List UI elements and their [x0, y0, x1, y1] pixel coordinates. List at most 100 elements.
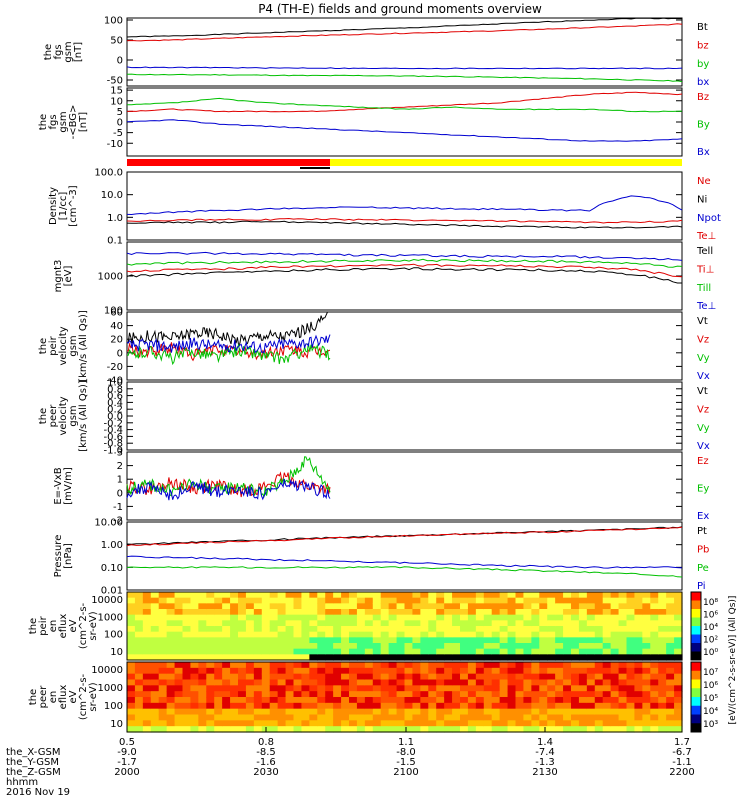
spectrogram-cell [491, 708, 501, 716]
spectrogram-cell [230, 603, 239, 610]
spectrogram-cell [571, 643, 580, 650]
spectrogram-cell [626, 697, 636, 704]
spectrogram-cell [158, 614, 168, 621]
spectrogram-cell [158, 609, 168, 616]
y-tick-label: -10 [107, 139, 123, 150]
spectrogram-cell [261, 685, 271, 692]
spectrogram-cell [650, 726, 659, 733]
spectrogram-cell [364, 714, 374, 721]
y-axis-label-line: [1/cc] [58, 192, 69, 221]
spectrogram-cell [610, 620, 620, 627]
spectrogram-cell [658, 679, 667, 686]
series-line-Till [126, 258, 683, 268]
spectrogram-cell [396, 654, 406, 661]
spectrogram-cell [349, 603, 358, 610]
spectrogram-cell [396, 603, 406, 610]
spectrogram-cell [642, 697, 651, 704]
spectrogram-cell [317, 648, 326, 655]
spectrogram-cell [245, 726, 255, 733]
spectrogram-cell [523, 702, 532, 710]
spectrogram-cell [134, 673, 144, 681]
spectrogram-cell [261, 597, 271, 604]
spectrogram-cell [364, 620, 374, 627]
spectrogram-cell [293, 631, 303, 638]
spectrogram-cell [547, 714, 556, 721]
spectrogram-cell [158, 708, 168, 716]
spectrogram-cell [531, 697, 540, 704]
spectrogram-cell [333, 654, 342, 661]
spectrogram-cell [317, 637, 326, 644]
spectrogram-cell [364, 631, 374, 638]
spectrogram-cell [372, 685, 382, 692]
spectrogram-cell [380, 691, 390, 698]
y-axis-label-line: velocity [58, 396, 69, 435]
spectrogram-cell [142, 726, 152, 733]
spectrogram-cell [356, 654, 366, 661]
spectrogram-cell [349, 720, 358, 727]
spectrogram-cell [158, 691, 168, 698]
spectrogram-cell [634, 679, 643, 686]
spectrogram-cell [277, 708, 287, 716]
spectrogram-cell [190, 714, 199, 721]
spectrogram-cell [467, 679, 477, 686]
spectrogram-cell [317, 685, 326, 692]
spectrogram-cell [499, 648, 509, 655]
y-axis-label: the peir en eflux eV (cm^2-s-sr-eV) [28, 602, 99, 649]
spectrogram-cell [602, 685, 612, 692]
spectrogram-cell [650, 631, 659, 638]
spectrogram-cell [325, 620, 334, 627]
spectrogram-cell [238, 691, 247, 698]
spectrogram-cell [658, 603, 667, 610]
spectrogram-cell [412, 592, 421, 599]
spectrogram-cell [150, 614, 160, 621]
y-tick-label: 0 [117, 488, 123, 499]
spectrogram-cell [404, 697, 414, 704]
spectrogram-cell [333, 726, 342, 733]
spectrogram-cell [396, 720, 406, 727]
spectrogram-cell [571, 626, 580, 633]
spectrogram-cell [499, 626, 509, 633]
legend-entry: Tell [696, 246, 713, 257]
spectrogram-cell [309, 643, 318, 650]
spectrogram-cell [412, 708, 421, 716]
spectrogram-cell [452, 620, 461, 627]
spectrogram-cell [428, 708, 437, 716]
spectrogram-cell [586, 691, 596, 698]
spectrogram-cell [452, 592, 461, 599]
spectrogram-cell [499, 720, 509, 727]
spectrogram-cell [214, 697, 223, 704]
spectrogram-cell [261, 648, 271, 655]
legend-entry: Ti⊥ [696, 264, 714, 275]
spectrogram-cell [507, 714, 517, 721]
spectrogram-cell [182, 609, 192, 616]
spectrogram-cell [634, 609, 643, 616]
spectrogram-cell [586, 667, 596, 675]
spectrogram-cell [166, 637, 176, 644]
spectrogram-cell [491, 603, 501, 610]
spectrogram-cell [483, 697, 493, 704]
spectrogram-cell [547, 597, 556, 604]
spectrogram-cell [618, 654, 628, 661]
spectrogram-cell [412, 673, 421, 681]
spectrogram-cell [317, 643, 326, 650]
spectrogram-cell [491, 631, 501, 638]
spectrogram-cell [642, 667, 651, 675]
x-tick-label: -1.5 [396, 757, 416, 768]
spectrogram-cell [325, 609, 334, 616]
spectrogram-cell [127, 643, 136, 650]
spectrogram-cell [650, 685, 659, 692]
spectrogram-cell [277, 592, 287, 599]
spectrogram-cell [238, 614, 247, 621]
spectrogram-cell [515, 662, 525, 669]
spectrogram-cell [301, 679, 310, 686]
spectrogram-cell [134, 667, 144, 675]
spectrogram-cell [539, 648, 548, 655]
spectrogram-cell [190, 648, 199, 655]
spectrogram-cell [475, 720, 485, 727]
spectrogram-cell [269, 662, 279, 669]
spectrogram-cell [134, 626, 144, 633]
colorbar-segment [691, 688, 701, 698]
colorbar-segment [691, 705, 701, 715]
